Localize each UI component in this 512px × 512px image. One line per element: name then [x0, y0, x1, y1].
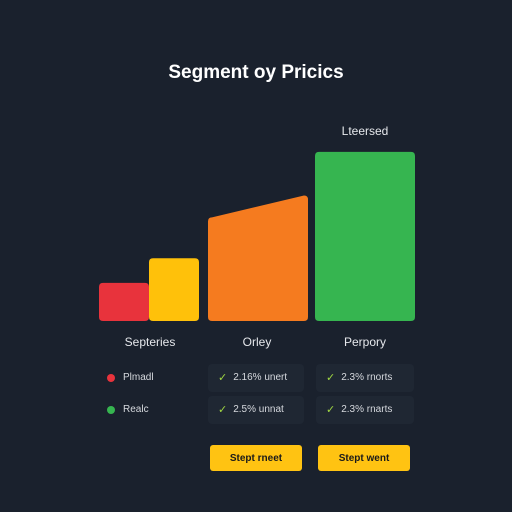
check-icon: ✓ [326, 372, 336, 384]
table-cell: ✓ 2.5% unnat [218, 403, 284, 416]
chart-title: Segment oy Pricics [168, 62, 344, 83]
bar-septeries-1 [149, 258, 199, 321]
category-label-perpory: Perpory [343, 335, 387, 349]
table-cell: ✓ 2.3% rnorts [326, 371, 392, 384]
check-icon: ✓ [218, 372, 228, 384]
legend-item: Realc [107, 404, 149, 415]
table-cell-text: 2.16% unert [233, 372, 288, 383]
table-cell-bg [316, 364, 414, 392]
table-cell: ✓ 2.3% rnarts [326, 403, 392, 416]
check-icon: ✓ [218, 404, 228, 416]
category-label-orley: Orley [242, 335, 272, 349]
table-cell-bg [208, 396, 304, 424]
category-label-septeries: Septeries [124, 335, 176, 349]
bar-septeries-0 [99, 282, 149, 321]
legend-label: Plmadl [123, 372, 154, 383]
legend-item: Plmadl [107, 372, 154, 383]
action-button-1[interactable]: Stept rneet [210, 445, 302, 471]
table-cell: ✓ 2.16% unert [218, 371, 287, 384]
legend-dot-icon [107, 405, 115, 414]
table-cell-text: 2.5% unnat [233, 404, 284, 415]
table-cell-text: 2.3% rnarts [341, 404, 393, 415]
legend-dot-icon [107, 373, 115, 382]
series-label: Lteersed [341, 124, 389, 138]
table-cell-bg [316, 396, 414, 424]
bar-perpory-3 [315, 151, 415, 321]
bar-orley-2 [208, 195, 308, 321]
action-button-2[interactable]: Stept went [318, 445, 410, 471]
legend-label: Realc [123, 404, 149, 415]
table-cell-text: 2.3% rnorts [341, 372, 393, 383]
check-icon: ✓ [326, 404, 336, 416]
table-cell-bg [208, 364, 304, 392]
